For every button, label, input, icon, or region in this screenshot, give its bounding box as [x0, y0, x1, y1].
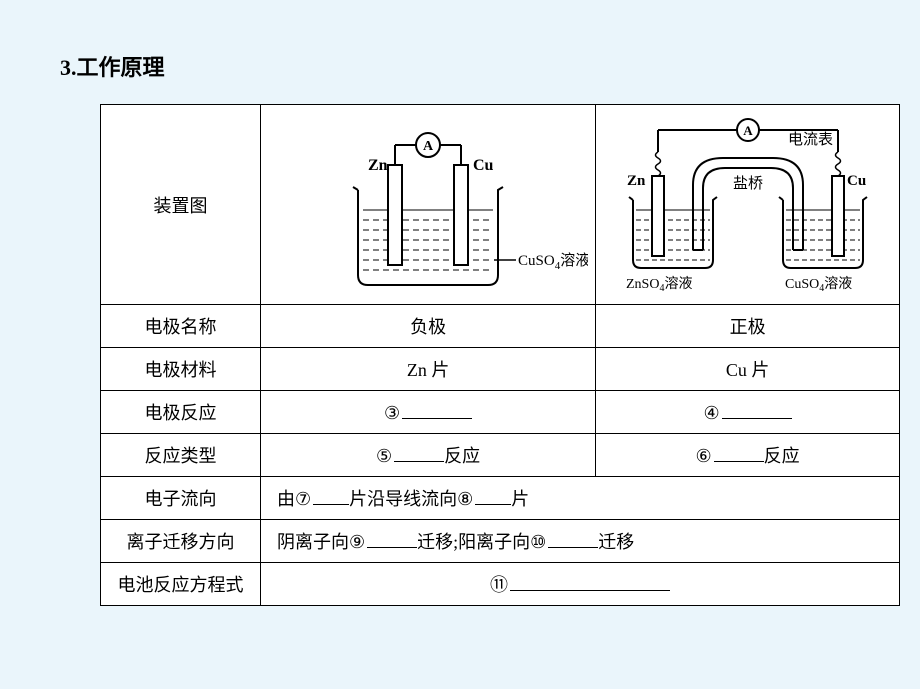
row-ion-label: 离子迁移方向: [101, 520, 261, 563]
ion-t3: 迁移: [598, 532, 634, 552]
galvanic-cell-single-beaker-diagram: A Zn Cu CuSO4溶液: [268, 110, 588, 300]
row-type-left-suffix: 反应: [444, 446, 480, 466]
row-material-right: Cu 片: [596, 348, 900, 391]
row-eq-label: 电池反应方程式: [101, 563, 261, 606]
blank-8: [475, 485, 511, 505]
ammeter-symbol: A: [423, 139, 434, 154]
row-eq-content: ⑪: [261, 563, 900, 606]
zn-label: Zn: [368, 157, 388, 174]
section-heading: 3.工作原理: [60, 50, 860, 82]
row-type-label: 反应类型: [101, 434, 261, 477]
principle-table: 装置图: [100, 104, 900, 606]
row-type-left: ⑤ 反应: [261, 434, 596, 477]
row-type-right-suffix: 反应: [764, 446, 800, 466]
electron-mid: 片沿导线流向: [349, 489, 457, 509]
circled-4: ④: [704, 403, 720, 424]
svg-text:ZnSO4溶液: ZnSO4溶液: [626, 276, 692, 294]
svg-text:Zn: Zn: [627, 173, 646, 189]
svg-text:A: A: [743, 123, 753, 138]
electron-suffix: 片: [511, 489, 529, 509]
blank-11: [510, 571, 670, 591]
blank-7: [313, 485, 349, 505]
svg-text:Cu: Cu: [847, 173, 866, 189]
row-ion-content: 阴离子向⑨ 迁移;阳离子向⑩ 迁移: [261, 520, 900, 563]
circled-9: ⑨: [349, 532, 365, 553]
row-type-right: ⑥ 反应: [596, 434, 900, 477]
diagram-left-cell: A Zn Cu CuSO4溶液: [261, 105, 596, 305]
blank-6: [714, 442, 764, 462]
circled-8: ⑧: [457, 489, 473, 510]
svg-text:CuSO4溶液: CuSO4溶液: [785, 276, 852, 294]
blank-3: [402, 400, 472, 420]
circled-3: ③: [384, 403, 400, 424]
svg-text:电流表: 电流表: [788, 131, 833, 148]
row-diagram-label: 装置图: [101, 105, 261, 305]
blank-9: [367, 528, 417, 548]
ion-t1: 阴离子向: [277, 532, 349, 552]
row-name-label: 电极名称: [101, 305, 261, 348]
blank-4: [722, 400, 792, 420]
cu-label: Cu: [473, 157, 494, 174]
row-reaction-label: 电极反应: [101, 391, 261, 434]
row-material-left: Zn 片: [261, 348, 596, 391]
blank-10: [548, 528, 598, 548]
galvanic-cell-salt-bridge-diagram: A 电流表 Zn Cu: [603, 110, 893, 300]
row-electron-content: 由⑦ 片沿导线流向⑧ 片: [261, 477, 900, 520]
blank-5: [394, 442, 444, 462]
solution-label: CuSO4溶液: [518, 252, 588, 272]
ion-t2: 迁移;阳离子向: [417, 532, 530, 552]
electron-prefix: 由: [277, 489, 295, 509]
row-material-label: 电极材料: [101, 348, 261, 391]
circled-5: ⑤: [376, 446, 392, 467]
svg-text:盐桥: 盐桥: [733, 175, 763, 192]
circled-6: ⑥: [696, 446, 712, 467]
row-name-right: 正极: [596, 305, 900, 348]
row-electron-label: 电子流向: [101, 477, 261, 520]
row-name-left: 负极: [261, 305, 596, 348]
circled-11: ⑪: [490, 571, 508, 597]
row-reaction-right: ④: [596, 391, 900, 434]
row-reaction-left: ③: [261, 391, 596, 434]
circled-10: ⑩: [530, 532, 546, 553]
circled-7: ⑦: [295, 489, 311, 510]
diagram-right-cell: A 电流表 Zn Cu: [596, 105, 900, 305]
